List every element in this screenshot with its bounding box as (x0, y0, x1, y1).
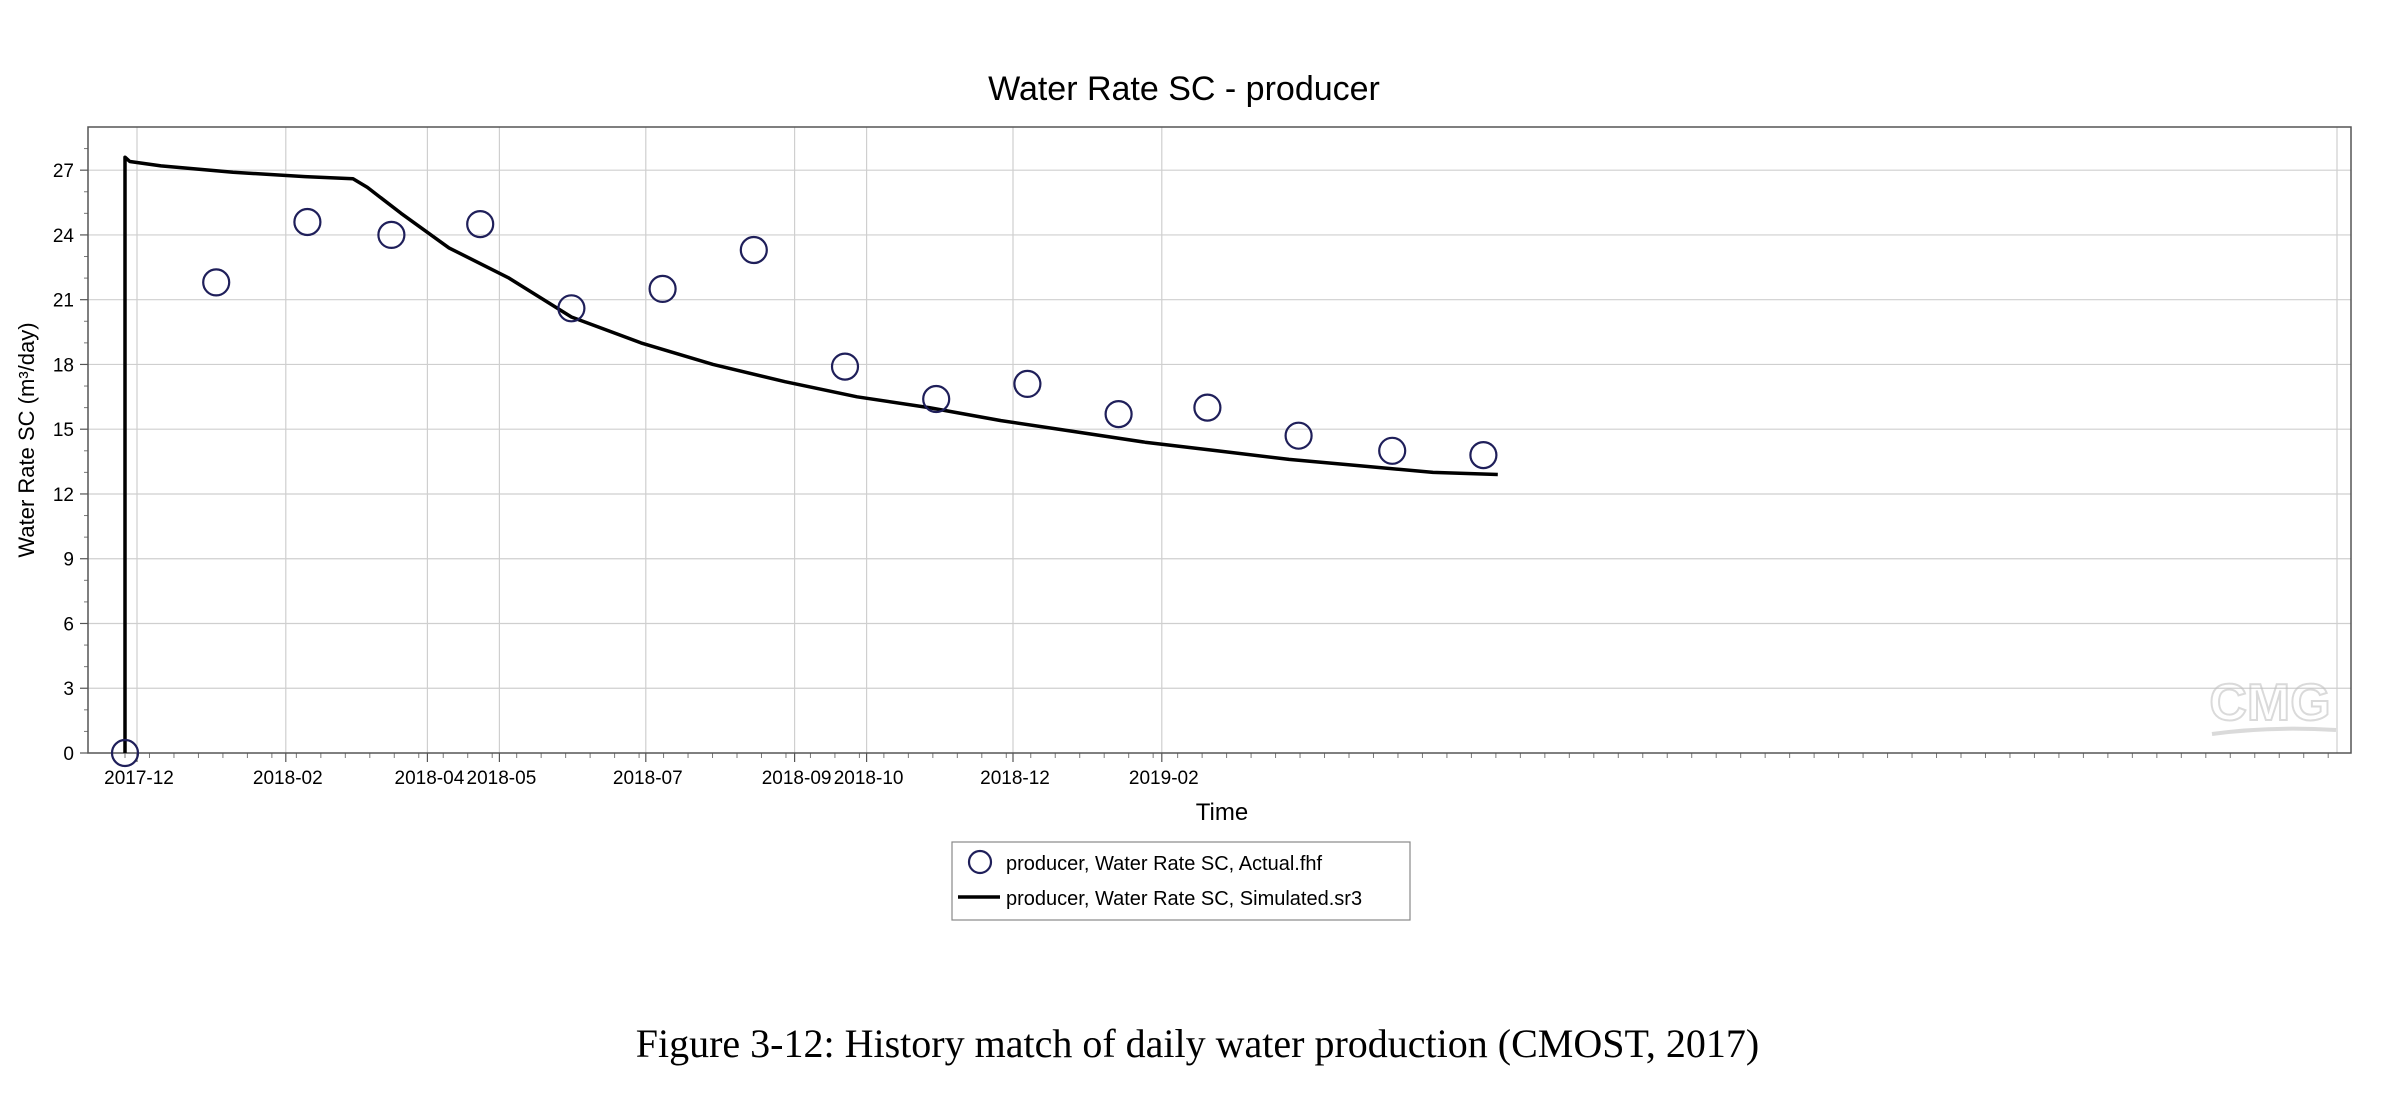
actual-point (922, 384, 951, 414)
actual-point (202, 268, 231, 297)
x-tick-label: 2018-07 (613, 768, 683, 789)
simulated-line (123, 155, 1498, 753)
chart-title: Water Rate SC - producer (988, 70, 1380, 108)
y-tick-label: 12 (53, 485, 74, 506)
actual-point (739, 235, 768, 265)
legend-box (951, 841, 1411, 921)
actual-point (830, 352, 860, 381)
watermark-swoosh (2211, 726, 2337, 736)
y-tick-label: 18 (53, 355, 74, 376)
watermark-text: CMG (2209, 674, 2330, 732)
grid (88, 127, 2351, 753)
y-tick-label: 15 (53, 420, 74, 441)
actual-point (1104, 400, 1133, 429)
y-tick-label: 24 (53, 226, 75, 247)
actual-point (1378, 436, 1407, 465)
simulated-series (123, 155, 1498, 753)
actual-point (1284, 421, 1313, 450)
plot-frame (87, 126, 2352, 754)
y-tick-label: 27 (53, 161, 74, 182)
legend-label-simulated: producer, Water Rate SC, Simulated.sr3 (1006, 888, 1362, 910)
figure-caption: Figure 3-12: History match of daily wate… (635, 1021, 1760, 1066)
actual-point (466, 210, 495, 239)
y-tick-label: 0 (63, 744, 74, 765)
watermark: CMG (2208, 673, 2337, 736)
actual-point (293, 207, 322, 237)
x-tick-label: 2018-02 (253, 768, 323, 789)
actual-point (648, 274, 677, 303)
legend: producer, Water Rate SC, Actual.fhf prod… (951, 841, 1411, 921)
x-axis-label: Time (1196, 799, 1248, 826)
legend-label-actual: producer, Water Rate SC, Actual.fhf (1006, 853, 1323, 875)
y-tick-label: 21 (53, 291, 74, 312)
x-tick-label: 2018-12 (980, 768, 1050, 789)
x-tick-label: 2018-05 (467, 768, 537, 789)
actual-point (1013, 369, 1042, 398)
y-tick-label: 9 (63, 550, 74, 571)
x-tick-label: 2018-10 (834, 768, 904, 789)
chart: Water Rate SC - producer 0 3 6 9 12 15 18 21 24 2… (14, 70, 2352, 921)
x-tick-label: 2018-09 (762, 768, 832, 789)
x-tick-label: 2017-12 (104, 768, 174, 789)
y-tick-label: 6 (63, 614, 74, 635)
y-tick-label: 3 (63, 679, 74, 700)
x-tick-label: 2019-02 (1129, 768, 1199, 789)
actual-point (377, 220, 406, 249)
actual-point (1469, 441, 1498, 470)
actual-point (1193, 393, 1222, 422)
x-tick-label: 2018-04 (395, 768, 465, 789)
actual-point (557, 294, 586, 323)
actual-series (110, 207, 1498, 768)
legend-marker-actual (967, 849, 993, 875)
actual-point (110, 738, 140, 768)
y-axis-label: Water Rate SC (m³/day) (14, 322, 39, 557)
